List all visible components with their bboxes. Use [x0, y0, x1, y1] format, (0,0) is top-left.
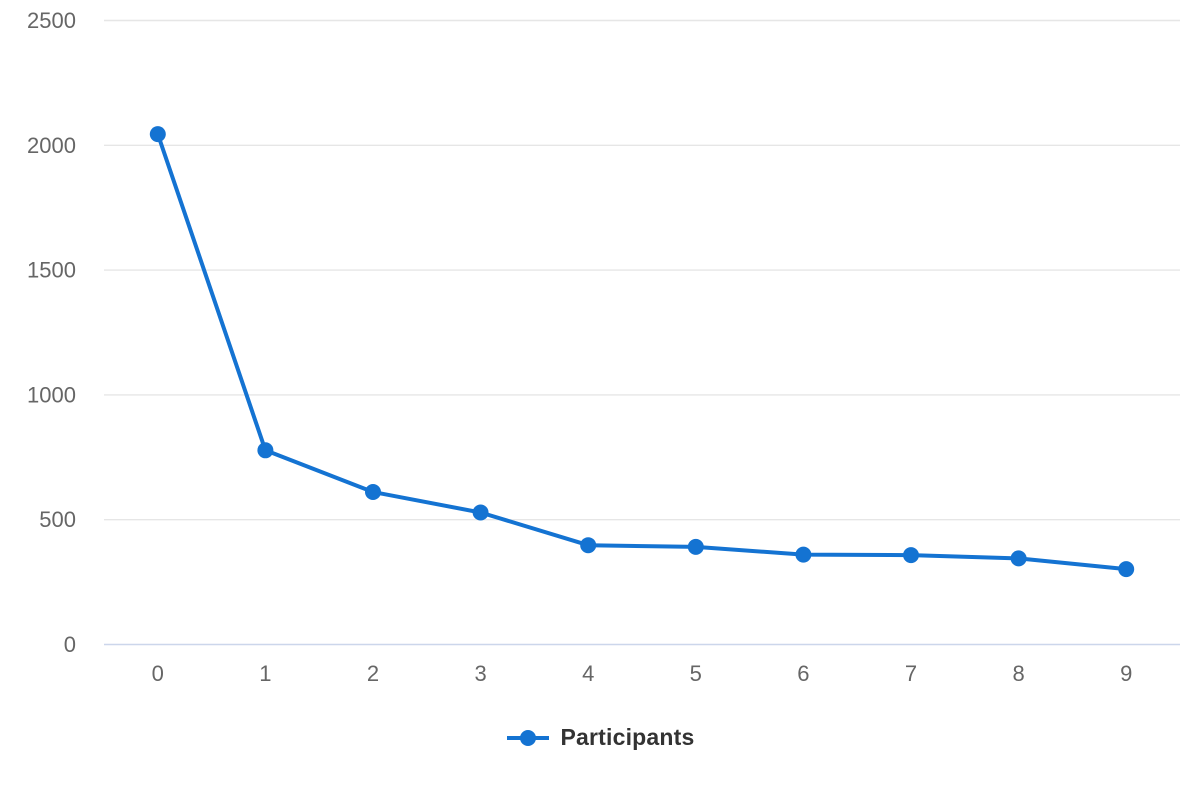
- data-point-marker[interactable]: [472, 504, 489, 521]
- legend-marker-icon: [507, 729, 550, 746]
- data-point-marker[interactable]: [1118, 561, 1135, 578]
- data-point-marker[interactable]: [257, 442, 274, 459]
- y-axis-tick-label: 1000: [27, 382, 76, 407]
- x-axis-tick-label: 8: [1012, 661, 1024, 686]
- x-axis-tick-label: 3: [474, 661, 486, 686]
- data-point-marker[interactable]: [903, 547, 919, 564]
- data-point-marker[interactable]: [580, 537, 597, 554]
- y-axis-tick-label: 0: [64, 632, 76, 657]
- data-point-marker[interactable]: [687, 538, 704, 555]
- y-axis-tick-label: 1500: [27, 258, 76, 283]
- data-point-marker[interactable]: [149, 126, 166, 143]
- legend-dot-sample: [520, 729, 537, 746]
- x-axis-tick-label: 2: [367, 661, 379, 686]
- x-axis-tick-label: 0: [152, 661, 164, 686]
- data-point-marker[interactable]: [1010, 550, 1027, 567]
- x-axis-tick-label: 5: [690, 661, 702, 686]
- data-point-marker[interactable]: [795, 546, 812, 563]
- x-axis-tick-label: 6: [797, 661, 809, 686]
- data-point-marker[interactable]: [365, 484, 381, 500]
- x-axis-tick-label: 1: [259, 661, 271, 686]
- y-axis-tick-label: 2500: [27, 8, 76, 33]
- x-axis-tick-label: 7: [905, 661, 917, 686]
- x-axis-tick-label: 4: [582, 661, 594, 686]
- y-axis-tick-label: 500: [39, 507, 76, 532]
- legend-label: Participants: [560, 724, 695, 750]
- y-axis-tick-label: 2000: [27, 133, 76, 158]
- legend-item[interactable]: Participants: [0, 724, 1200, 751]
- series-line: [155, 132, 1129, 572]
- x-axis-tick-label: 9: [1120, 661, 1132, 686]
